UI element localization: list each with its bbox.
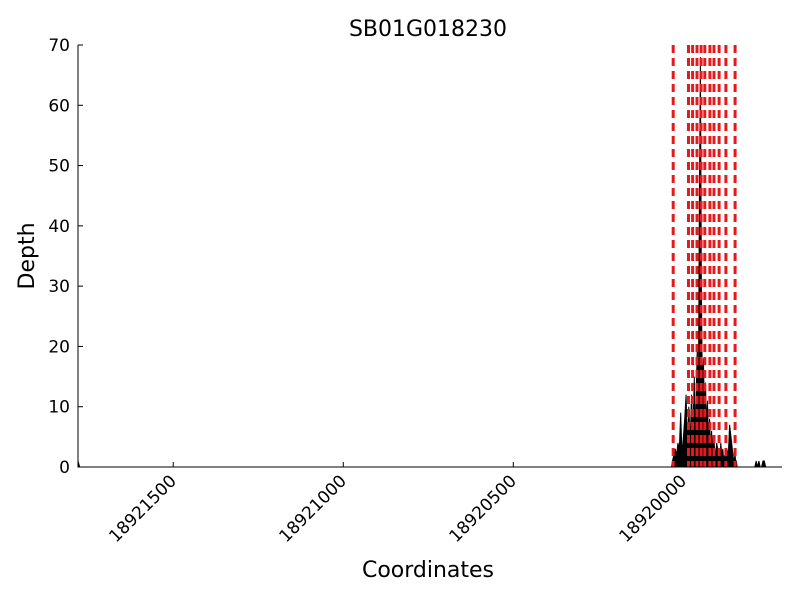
y-axis-label: Depth [15, 222, 40, 289]
y-tick-label-1: 10 [48, 398, 70, 418]
y-tick-label-4: 40 [48, 217, 70, 237]
y-tick-label-7: 70 [48, 36, 70, 56]
y-tick-label-3: 30 [48, 277, 70, 297]
y-tick-label-5: 50 [48, 157, 70, 177]
y-tick-label-2: 20 [48, 337, 70, 357]
x-axis-label: Coordinates [362, 558, 494, 583]
y-tick-label-0: 0 [59, 458, 70, 478]
chart-title: SB01G018230 [349, 17, 507, 42]
y-tick-label-6: 60 [48, 96, 70, 116]
